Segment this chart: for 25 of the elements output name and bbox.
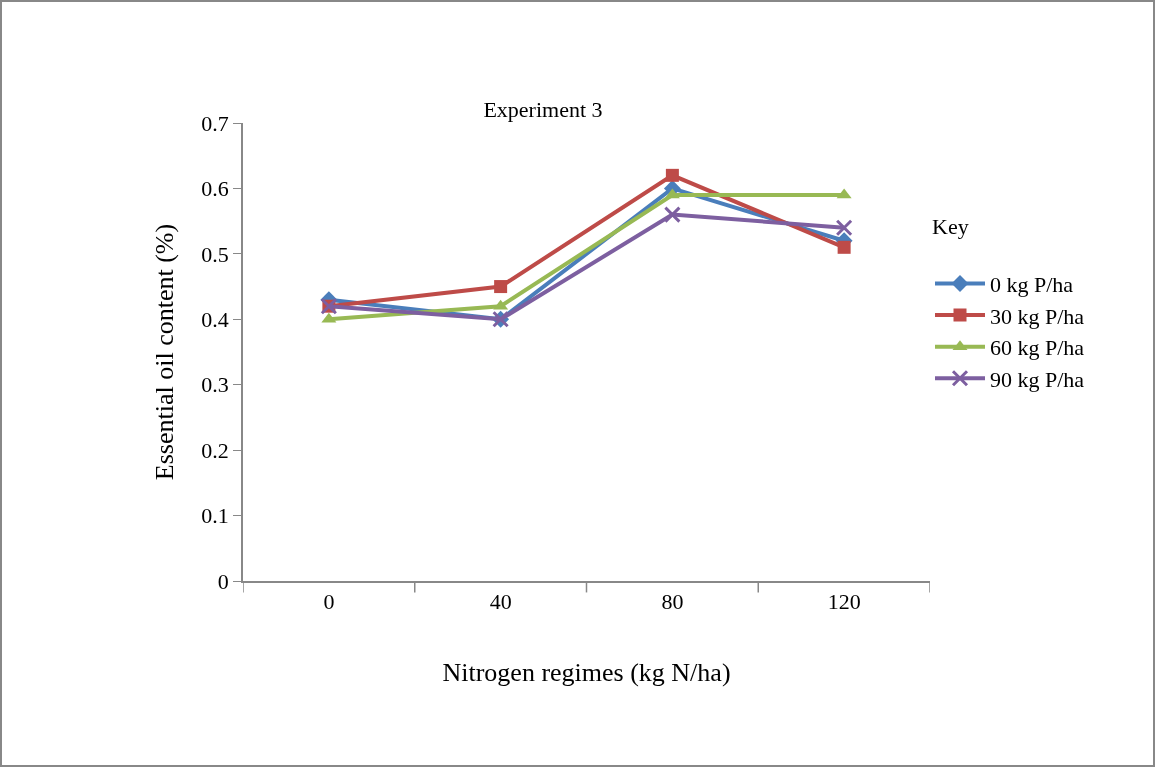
y-axis-title: Essential oil content (%) <box>150 223 180 481</box>
y-tick-label: 0.4 <box>201 306 229 332</box>
y-tick-label: 0.3 <box>201 372 229 398</box>
legend-label: 60 kg P/ha <box>990 335 1085 361</box>
chart-title: Experiment 3 <box>483 96 603 122</box>
legend-label: 0 kg P/ha <box>990 272 1074 298</box>
point <box>494 280 508 294</box>
x-tick-label: 0 <box>323 589 335 615</box>
x-tick-label: 120 <box>827 589 861 615</box>
x-axis-title: Nitrogen regimes (kg N/ha) <box>442 658 731 688</box>
y-tick-label: 0.6 <box>201 176 229 202</box>
y-tick-label: 0 <box>217 568 229 594</box>
y-tick-label: 0.2 <box>201 437 229 463</box>
point <box>665 168 679 182</box>
legend-label: 90 kg P/ha <box>990 366 1085 392</box>
y-tick-label: 0.5 <box>201 241 229 267</box>
x-tick-label: 40 <box>489 589 512 615</box>
legend-label: 30 kg P/ha <box>990 303 1085 329</box>
x-tick-label: 80 <box>661 589 684 615</box>
y-tick-label: 0.1 <box>201 503 229 529</box>
point <box>835 219 853 237</box>
legend-title: Key <box>932 214 969 240</box>
point <box>837 240 851 254</box>
y-tick-label: 0.7 <box>201 110 229 136</box>
point <box>663 206 681 224</box>
